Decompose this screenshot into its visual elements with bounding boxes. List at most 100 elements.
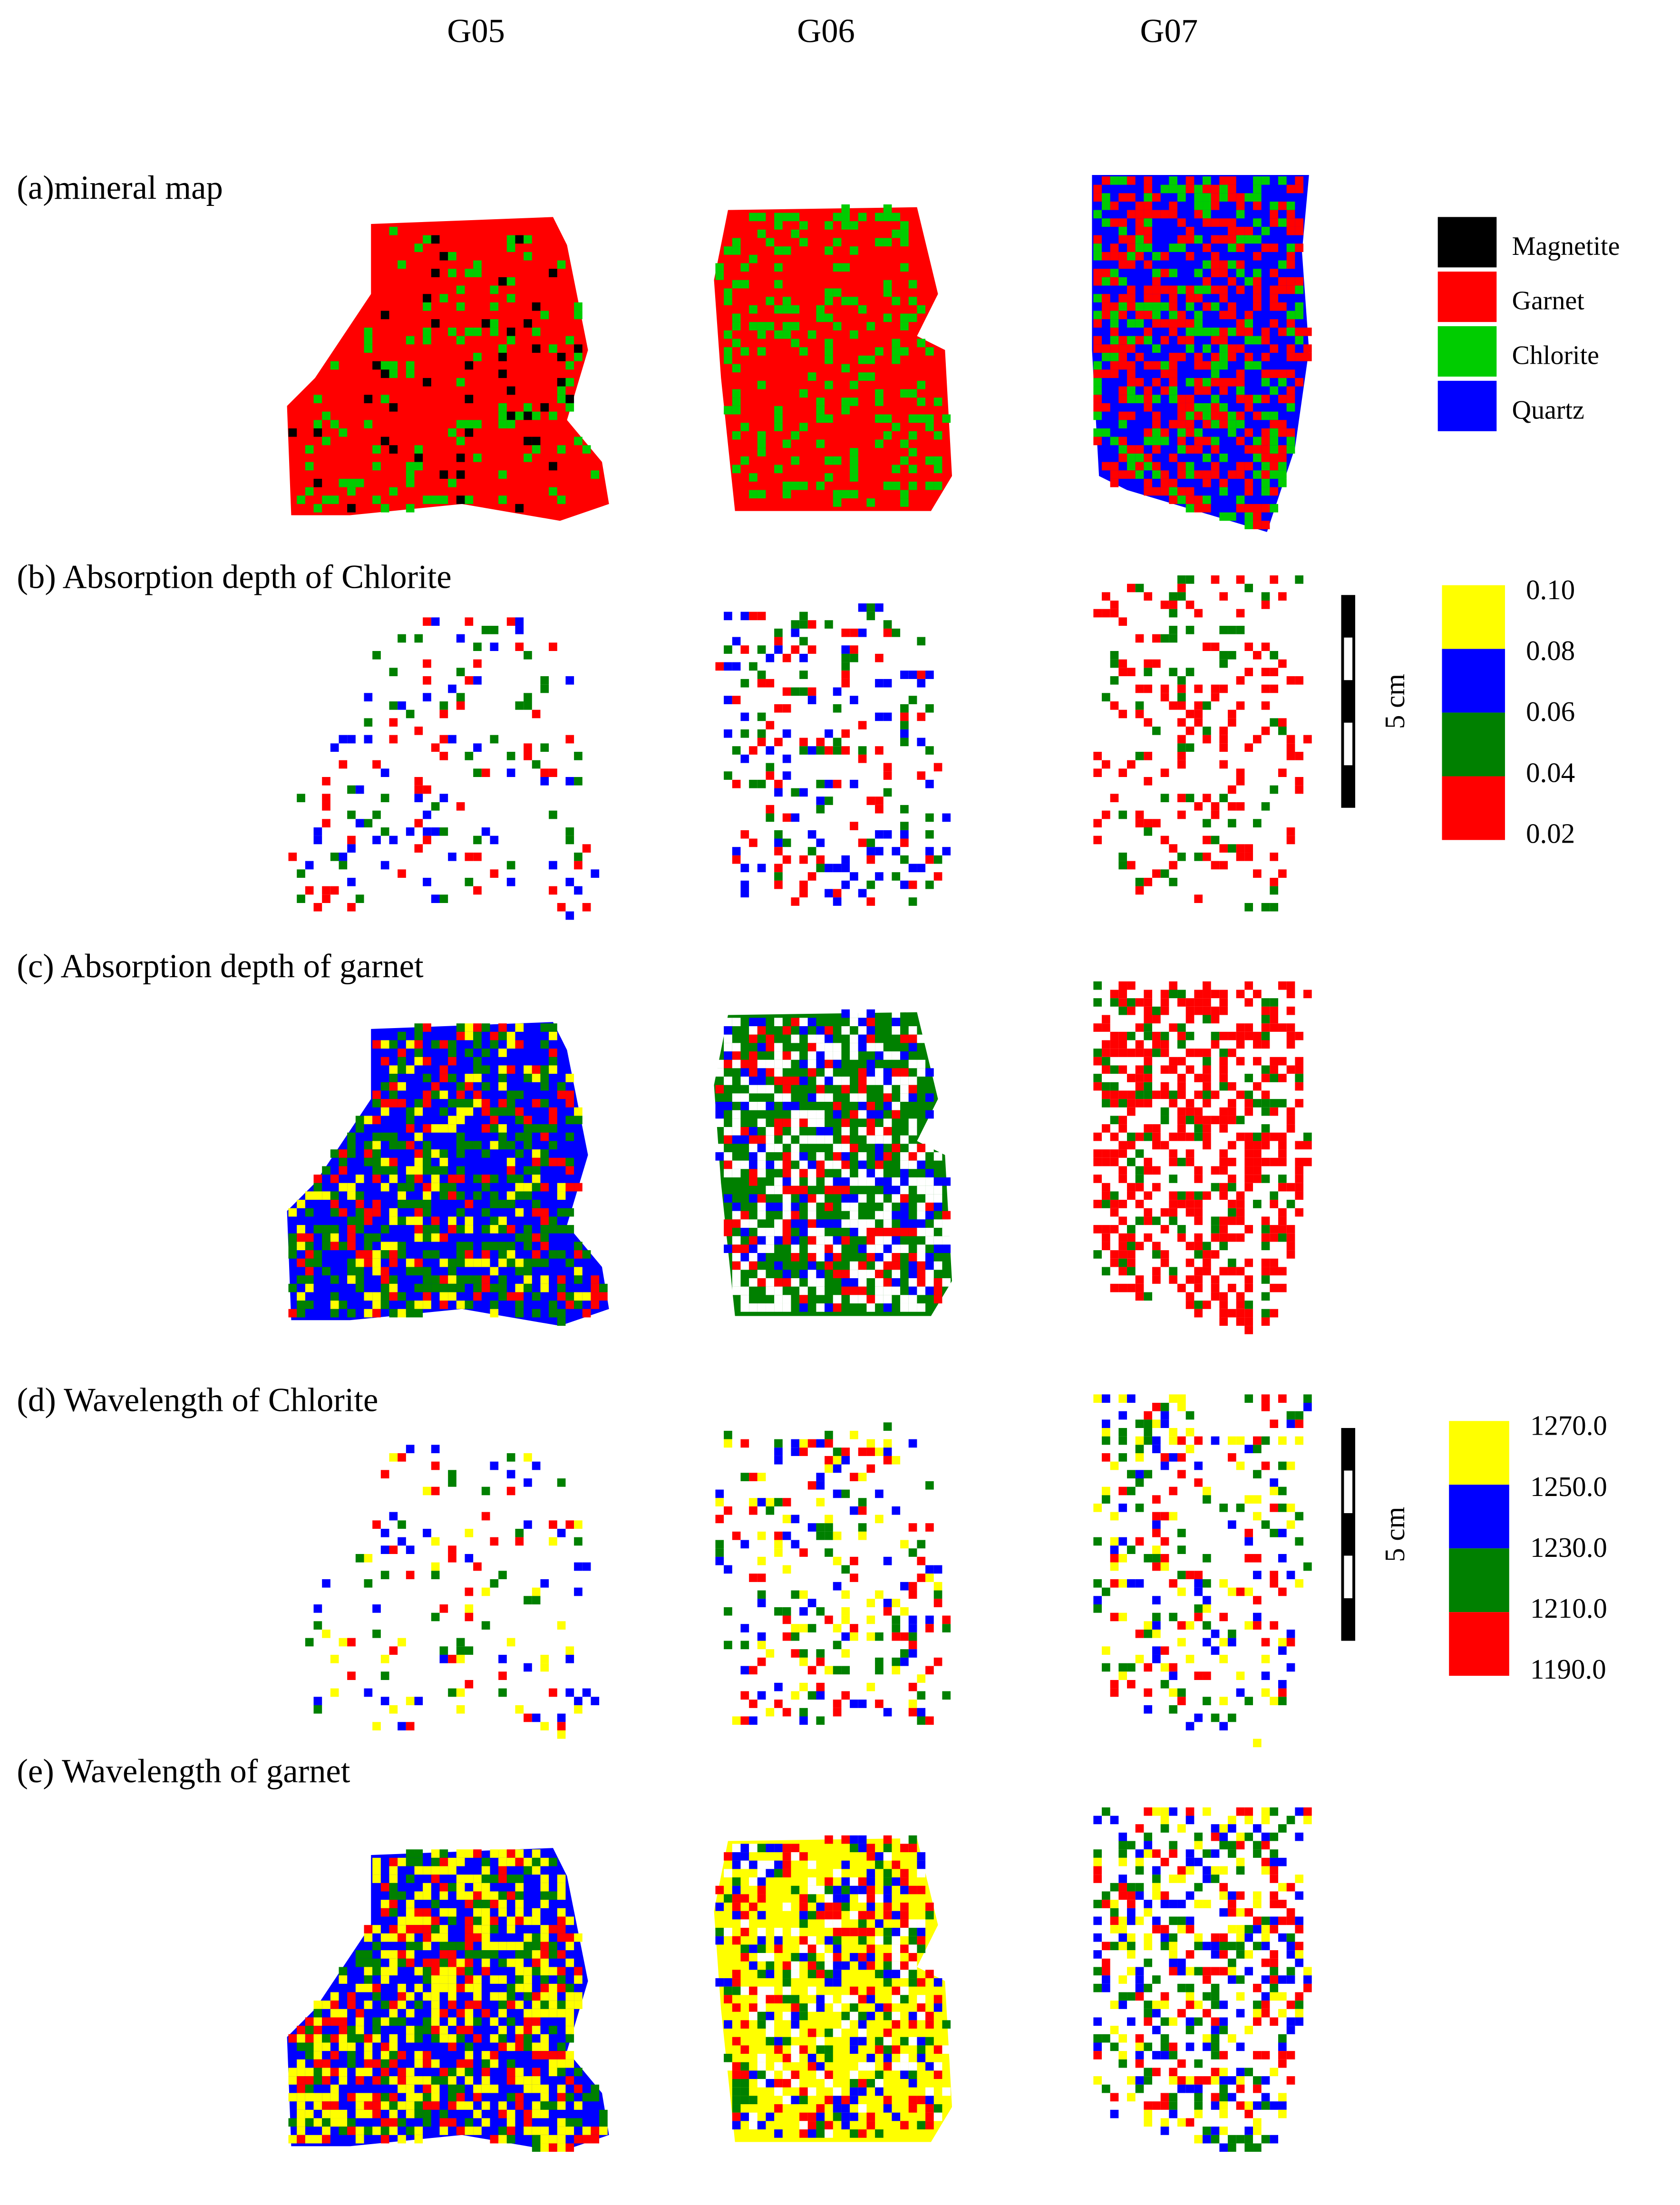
pixel: [724, 1169, 732, 1178]
pixel: [1270, 462, 1279, 471]
pixel: [540, 2001, 549, 2009]
pixel: [524, 1916, 532, 1925]
pixel: [1261, 1090, 1270, 1099]
pixel: [549, 1065, 557, 1074]
pixel: [1152, 1242, 1161, 1251]
pixel: [1219, 1074, 1228, 1082]
pixel: [1278, 176, 1287, 185]
pixel: [1203, 819, 1211, 827]
pixel: [406, 1309, 415, 1318]
pixel: [448, 1116, 456, 1125]
pixel: [858, 2037, 867, 2046]
pixel: [749, 1059, 757, 1069]
pixel: [1152, 1090, 1161, 1099]
pixel: [506, 1099, 515, 1107]
pixel: [473, 1074, 482, 1082]
pixel: [917, 1860, 926, 1869]
pixel: [1295, 285, 1304, 294]
pixel: [1135, 1478, 1144, 1487]
pixel: [724, 1430, 732, 1439]
pixel: [875, 1211, 884, 1220]
pixel: [490, 1916, 499, 1925]
pixel: [841, 204, 850, 213]
pixel: [807, 1253, 816, 1262]
pixel: [1236, 386, 1245, 395]
pixel: [782, 2079, 791, 2088]
pixel: [490, 1225, 499, 1234]
pixel: [1127, 1900, 1136, 1908]
pixel: [883, 1903, 892, 1911]
pixel: [1194, 1883, 1203, 1892]
pixel: [414, 794, 423, 802]
pixel: [1152, 193, 1161, 202]
pixel: [925, 1903, 934, 1911]
pixel: [347, 2026, 356, 2034]
pixel: [1295, 1537, 1304, 1546]
pixel: [1261, 1233, 1270, 1242]
pixel: [481, 827, 490, 836]
pixel: [574, 1250, 583, 1259]
pixel: [364, 1242, 373, 1251]
pixel: [875, 872, 884, 881]
pixel: [925, 2112, 934, 2121]
pixel: [1194, 852, 1203, 861]
pixel: [774, 1059, 783, 1069]
pixel: [1286, 285, 1295, 294]
pixel: [1261, 1816, 1270, 1825]
pixel: [1194, 294, 1203, 302]
pixel: [1135, 311, 1144, 320]
pixel: [1270, 886, 1279, 895]
pixel: [1110, 676, 1119, 685]
pixel: [766, 2070, 775, 2079]
pixel: [1203, 327, 1211, 336]
pixel: [498, 1857, 507, 1866]
pixel: [816, 864, 825, 873]
pixel: [540, 2009, 549, 2018]
pixel: [1160, 1006, 1169, 1015]
pixel: [749, 305, 757, 314]
pixel: [1160, 693, 1169, 702]
pixel: [322, 1191, 330, 1200]
pixel: [1152, 378, 1161, 387]
pixel: [883, 1068, 892, 1077]
pixel: [414, 2059, 423, 2068]
pixel: [807, 1936, 816, 1945]
pixel: [524, 252, 532, 261]
pixel: [1135, 998, 1144, 1007]
pixel: [1144, 478, 1153, 487]
pixel: [1102, 1495, 1110, 1504]
pixel: [1152, 420, 1161, 428]
pixel: [1203, 453, 1211, 462]
pixel: [1203, 378, 1211, 387]
pixel: [749, 1498, 757, 1506]
pixel: [1278, 277, 1287, 286]
pixel: [833, 1961, 842, 1970]
pixel: [782, 1607, 791, 1616]
pixel: [933, 1152, 942, 1161]
pixel: [1253, 1916, 1262, 1925]
pixel: [431, 1445, 440, 1454]
pixel: [1211, 1292, 1220, 1301]
pixel: [406, 1445, 415, 1454]
pixel: [791, 1844, 800, 1853]
pixel: [833, 1970, 842, 1979]
pixel: [473, 2084, 482, 2093]
pixel: [532, 1916, 541, 1925]
pixel: [423, 1992, 431, 2001]
pixel: [833, 1077, 842, 1085]
pixel: [816, 1194, 825, 1203]
pixel: [766, 1127, 775, 1136]
pixel: [740, 889, 749, 898]
pixel: [782, 297, 791, 305]
pixel: [1236, 1857, 1245, 1866]
pixel: [917, 2045, 926, 2054]
pixel: [524, 651, 532, 660]
pixel: [850, 1986, 858, 1995]
pixel: [1261, 470, 1270, 479]
pixel: [380, 1950, 389, 1959]
pixel: [1203, 1807, 1211, 1816]
pixel: [1270, 344, 1279, 353]
pixel: [524, 1283, 532, 1292]
pixel: [389, 2076, 398, 2085]
pixel: [1135, 1975, 1144, 1984]
